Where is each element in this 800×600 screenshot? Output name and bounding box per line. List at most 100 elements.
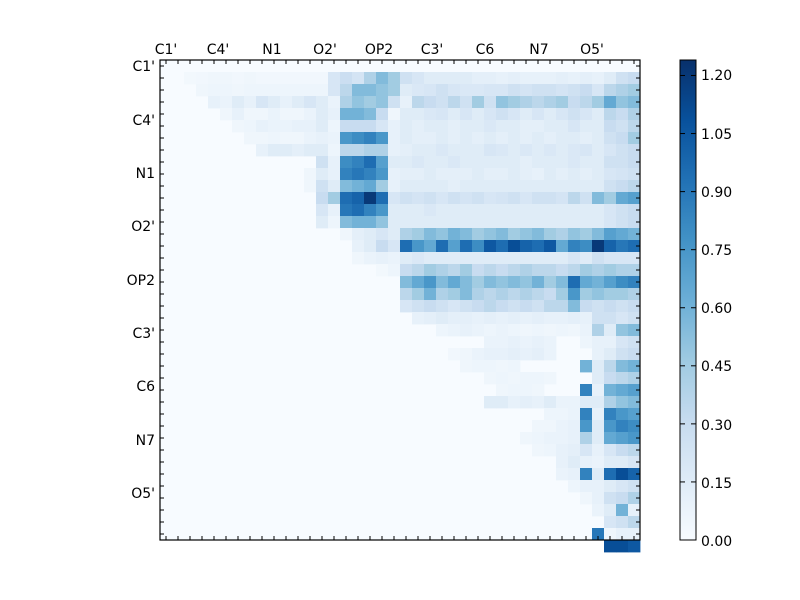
heatmap-cell [628,96,641,109]
heatmap-cell [472,120,485,133]
heatmap-cell [532,312,545,325]
heatmap-cell [556,288,569,301]
heatmap-cell [436,132,449,145]
heatmap-cell [616,252,629,265]
heatmap-cell [556,300,569,313]
heatmap-cell [484,108,497,121]
heatmap-cell [424,120,437,133]
heatmap-cell [472,324,485,337]
heatmap-cell [364,216,377,229]
heatmap-cell [592,336,605,349]
heatmap-cell [364,96,377,109]
heatmap-cell [544,372,557,385]
heatmap-cell [616,204,629,217]
heatmap-cell [580,240,593,253]
heatmap-cell [364,228,377,241]
heatmap-cell [592,360,605,373]
heatmap-cell [340,96,353,109]
heatmap-cell [628,300,641,313]
heatmap-cell [436,72,449,85]
heatmap-cell [580,120,593,133]
heatmap-cell [508,204,521,217]
heatmap-cell [532,420,545,433]
heatmap-cell [628,288,641,301]
heatmap-cell [616,516,629,529]
heatmap-cell [484,216,497,229]
heatmap-cell [568,132,581,145]
heatmap-cell [580,276,593,289]
heatmap-cell [400,228,413,241]
heatmap-cell [556,264,569,277]
heatmap-cell [364,144,377,157]
heatmap-cell [436,228,449,241]
heatmap-cell [508,384,521,397]
heatmap-cell [580,444,593,457]
heatmap-cell [496,300,509,313]
heatmap-cell [532,216,545,229]
heatmap-cell [592,72,605,85]
heatmap-cell [364,132,377,145]
heatmap-cell [208,84,221,97]
heatmap-cell [508,180,521,193]
heatmap-cell [496,84,509,97]
heatmap-cell [556,408,569,421]
heatmap-cell [556,420,569,433]
heatmap-cell [256,120,269,133]
heatmap-cell [472,216,485,229]
heatmap-cell [544,96,557,109]
heatmap-cell [616,312,629,325]
heatmap-cell [484,120,497,133]
heatmap-cell [220,96,233,109]
heatmap-cell [580,264,593,277]
heatmap-cell [628,456,641,469]
heatmap-cell [268,108,281,121]
heatmap-cell [400,180,413,193]
heatmap-cell [592,252,605,265]
heatmap-cell [424,300,437,313]
heatmap-cell [256,72,269,85]
heatmap-cell [340,168,353,181]
heatmap-cell [616,276,629,289]
heatmap-cell [580,108,593,121]
heatmap-cell [496,372,509,385]
heatmap-cell [340,228,353,241]
heatmap-cell [628,504,641,517]
heatmap-cell [424,180,437,193]
heatmap-cell [208,96,221,109]
y-tick-labels: C1' C4' N1 O2' OP2 C3' C6 N7 O5' [127,59,155,502]
heatmap-cell [508,216,521,229]
x-tick-label: C3' [421,42,444,58]
heatmap-cell [604,372,617,385]
heatmap-cell [580,492,593,505]
heatmap-cell [616,324,629,337]
heatmap-cell [448,168,461,181]
heatmap-cell [256,96,269,109]
heatmap-cell [460,156,473,169]
heatmap-cell [556,252,569,265]
heatmap-cell [520,72,533,85]
heatmap-cell [328,156,341,169]
heatmap-cell [244,120,257,133]
heatmap-cell [568,84,581,97]
heatmap-cell [532,84,545,97]
heatmap-cell [352,180,365,193]
heatmap-cell [496,240,509,253]
heatmap-cell [184,72,197,85]
heatmap-cell [616,96,629,109]
heatmap-cell [592,396,605,409]
heatmap-cell [520,108,533,121]
heatmap-cell [496,168,509,181]
heatmap-cell [568,408,581,421]
colorbar-ticks [680,74,696,541]
heatmap-cell [400,96,413,109]
heatmap-cell [568,216,581,229]
heatmap-cell [388,252,401,265]
heatmap-cell [352,156,365,169]
heatmap-cell [316,192,329,205]
heatmap-cell [508,360,521,373]
colorbar-tick-label: 0.00 [701,534,732,550]
heatmap-cell [508,84,521,97]
heatmap-cell [328,84,341,97]
heatmap-cell [568,144,581,157]
